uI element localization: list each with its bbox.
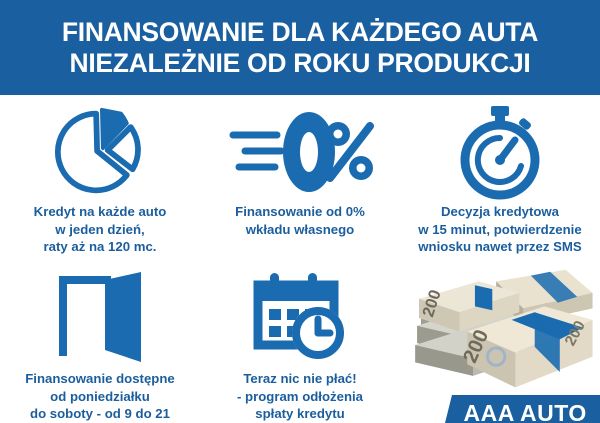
caption-line: w jeden dzień, bbox=[55, 221, 145, 237]
calendar-clock-icon bbox=[200, 268, 400, 366]
feature-item-zero-percent: Finansowanie od 0% wkładu własnego bbox=[200, 95, 400, 260]
aaa-auto-logo[interactable]: AAA AUTO bbox=[445, 395, 600, 423]
open-door-icon bbox=[0, 268, 200, 366]
feature-caption: Finansowanie dostępne od poniedziałku do… bbox=[25, 370, 174, 423]
feature-item-opening-hours: Finansowanie dostępne od poniedziałku do… bbox=[0, 260, 200, 423]
money-stacks-cell: 200 200 200 AAA AUTO bbox=[400, 260, 600, 423]
caption-line: wkładu własnego bbox=[245, 221, 355, 237]
caption-line: od poniedziałku bbox=[50, 388, 150, 404]
logo-text: AAA AUTO bbox=[463, 400, 587, 423]
feature-caption: Teraz nic nie płać! - program odłożenia … bbox=[237, 370, 363, 423]
caption-line: Teraz nic nie płać! bbox=[243, 371, 357, 386]
pie-chart-icon bbox=[0, 103, 200, 201]
feature-item-credit-any-car: Kredyt na każde auto w jeden dzień, raty… bbox=[0, 95, 200, 260]
headline-line-1: FINANSOWANIE DLA KAŻDEGO AUTA bbox=[61, 16, 539, 47]
stopwatch-icon bbox=[400, 103, 600, 201]
caption-line: Finansowanie od 0% bbox=[235, 204, 365, 219]
caption-line: wniosku nawet przez SMS bbox=[418, 239, 582, 254]
feature-caption: Kredyt na każde auto w jeden dzień, raty… bbox=[34, 203, 167, 256]
caption-line: w 15 minut, potwierdzenie bbox=[418, 221, 582, 237]
feature-caption: Decyzja kredytowa w 15 minut, potwierdze… bbox=[418, 203, 581, 256]
caption-line: Decyzja kredytowa bbox=[440, 204, 559, 219]
caption-line: - program odłożenia bbox=[236, 388, 364, 404]
caption-line: Finansowanie dostępne bbox=[25, 371, 175, 386]
caption-line: raty aż na 120 mc. bbox=[43, 239, 157, 254]
headline-line-2: NIEZALEŻNIE OD ROKU PRODUKCJI bbox=[69, 47, 531, 78]
caption-line: spłaty kredytu bbox=[255, 406, 345, 421]
feature-caption: Finansowanie od 0% wkładu własnego bbox=[235, 203, 365, 238]
caption-line: do soboty - od 9 do 21 bbox=[30, 406, 170, 421]
header-banner: FINANSOWANIE DLA KAŻDEGO AUTA NIEZALEŻNI… bbox=[0, 0, 600, 95]
caption-line: Kredyt na każde auto bbox=[33, 204, 167, 219]
feature-grid: Kredyt na każde auto w jeden dzień, raty… bbox=[0, 95, 600, 423]
zero-percent-icon bbox=[200, 103, 400, 201]
feature-item-deferred-payment: Teraz nic nie płać! - program odłożenia … bbox=[200, 260, 400, 423]
money-stacks-photo: 200 200 200 bbox=[415, 269, 593, 388]
feature-item-fast-decision: Decyzja kredytowa w 15 minut, potwierdze… bbox=[400, 95, 600, 260]
